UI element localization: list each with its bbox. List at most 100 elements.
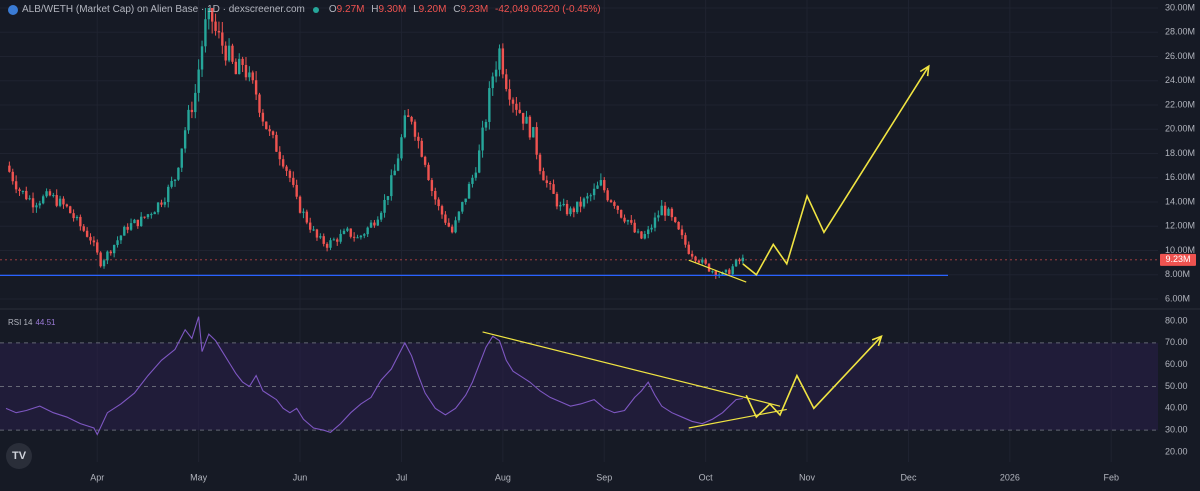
x-tick-label: Aug [495, 472, 511, 482]
candle-body [136, 219, 140, 227]
candle-body [89, 236, 92, 241]
candle-body [227, 45, 231, 61]
candle-body [254, 80, 258, 95]
candle-body [491, 76, 494, 89]
rsi-name: RSI 14 [8, 318, 33, 327]
candle-body [552, 184, 555, 194]
candle-body [630, 220, 633, 223]
candle-body [210, 8, 214, 22]
candle-body [109, 251, 112, 254]
candle-body [319, 236, 322, 238]
candle-body [501, 48, 505, 75]
close-value: 9.23M [460, 4, 489, 15]
candle-body [636, 231, 640, 233]
price-tick-label: 12.00M [1165, 221, 1195, 231]
rsi-legend: RSI 14 44.51 [8, 318, 56, 327]
candle-body [417, 136, 420, 141]
candle-body [484, 121, 488, 128]
rsi-line [5, 316, 743, 436]
candle-body [521, 112, 525, 124]
candle-body [281, 159, 285, 167]
candle-body [613, 202, 616, 206]
candle-body [647, 229, 650, 235]
candle-body [616, 205, 619, 210]
candle-body [35, 205, 38, 208]
open-value: 9.27M [336, 4, 365, 15]
price-tick-label: 6.00M [1165, 293, 1190, 303]
candle-body [173, 179, 177, 181]
candle-body [643, 234, 647, 239]
price-tick-label: 20.00M [1165, 124, 1195, 134]
chart-title: ALB/WETH (Market Cap) on Alien Base · 1D… [22, 4, 305, 15]
candle-body [728, 269, 731, 275]
candle-body [467, 183, 471, 199]
candle-body [271, 131, 275, 135]
candle-body [383, 199, 386, 213]
candle-body [697, 260, 701, 263]
candle-body [674, 217, 677, 222]
rsi-tick-label: 70.00 [1165, 337, 1188, 347]
candle-body [238, 58, 241, 75]
x-tick-label: 2026 [1000, 472, 1020, 482]
candle-body [187, 109, 190, 131]
rsi-pane [0, 342, 1158, 431]
candle-body [576, 201, 579, 213]
candle-body [704, 259, 707, 264]
candle-body [102, 260, 106, 267]
candle-body [454, 220, 457, 233]
rsi-tick-label: 40.00 [1165, 403, 1188, 413]
x-tick-label: Jul [396, 472, 408, 482]
candle-body [437, 199, 440, 207]
candle-body [52, 195, 55, 197]
candle-body [488, 88, 491, 122]
candle-body [45, 191, 48, 197]
high-value: 9.30M [378, 4, 407, 15]
candle-body [275, 134, 278, 152]
candle-body [305, 211, 309, 223]
candle-body [41, 196, 45, 204]
candle-body [542, 171, 545, 181]
x-tick-label: Apr [90, 472, 104, 482]
candle-body [427, 164, 430, 181]
price-tick-label: 8.00M [1165, 269, 1190, 279]
rsi-tick-label: 30.00 [1165, 425, 1188, 435]
axes: 30.00M 28.00M 26.00M 24.00M 22.00M 20.00M 18.0… [90, 2, 1196, 482]
candle-body [31, 198, 35, 208]
candle-body [62, 198, 65, 205]
price-tick-label: 24.00M [1165, 75, 1195, 85]
candle-body [244, 64, 248, 78]
price-tick-label: 16.00M [1165, 172, 1195, 182]
candle-body [315, 229, 319, 238]
candle-body [555, 193, 559, 207]
rsi-value: 44.51 [35, 318, 56, 327]
candle-body [413, 121, 417, 137]
candle-body [623, 217, 626, 222]
candle-body [478, 150, 481, 173]
candle-body [295, 184, 298, 197]
candle-body [214, 21, 217, 31]
candle-body [738, 259, 741, 262]
candle-body [535, 127, 538, 155]
candle-body [126, 226, 129, 230]
candle-body [265, 121, 268, 130]
candle-body [261, 112, 265, 122]
candle-body [170, 180, 173, 187]
candle-body [650, 227, 653, 230]
candle-body [241, 58, 244, 65]
candle-body [55, 195, 58, 206]
tradingview-logo[interactable]: TV [6, 443, 32, 469]
candle-body [183, 130, 187, 149]
candle-body [599, 180, 603, 186]
candle-body [592, 188, 596, 196]
candle-body [106, 251, 109, 261]
price-support-trendline [688, 259, 747, 283]
x-tick-label: Oct [699, 472, 714, 482]
candle-body [72, 213, 75, 219]
low-label: L [413, 4, 419, 15]
candle-body [221, 32, 224, 46]
candle-body [143, 216, 146, 218]
candle-body [251, 72, 254, 81]
candle-body [204, 19, 207, 47]
